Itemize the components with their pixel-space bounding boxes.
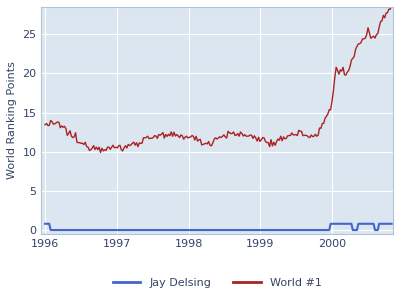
Legend: Jay Delsing, World #1: Jay Delsing, World #1 <box>108 274 326 292</box>
Y-axis label: World Ranking Points: World Ranking Points <box>7 61 17 179</box>
